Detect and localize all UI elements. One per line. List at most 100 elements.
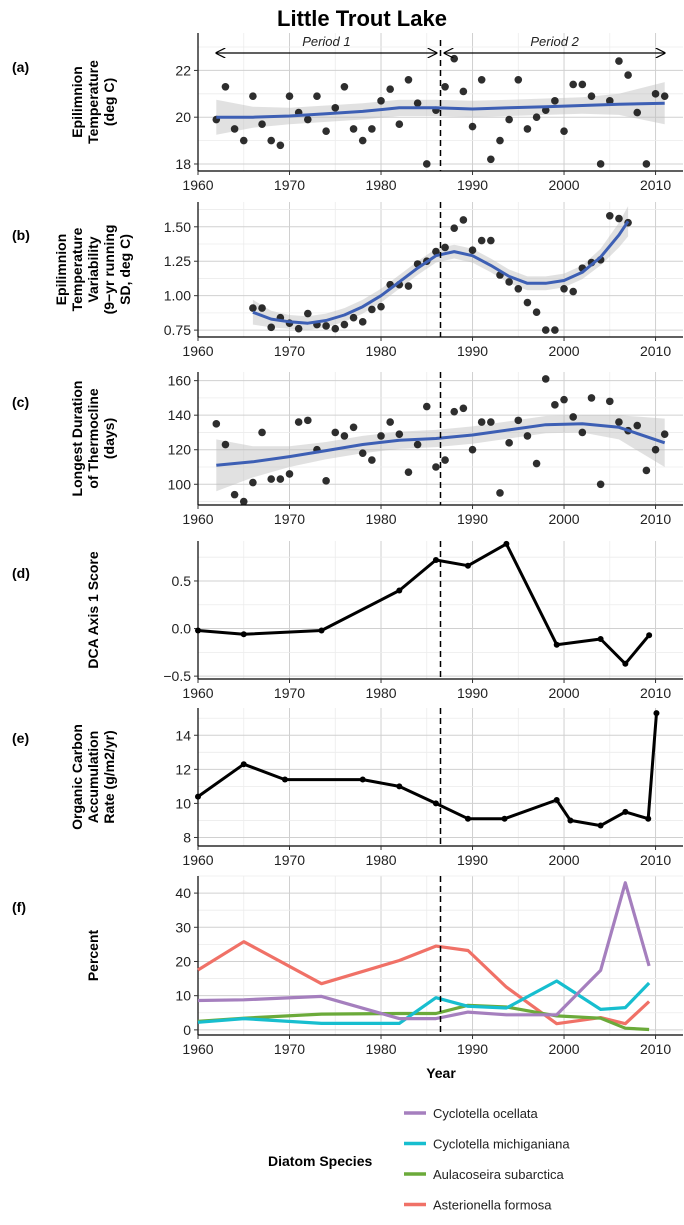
data-point: [605, 211, 614, 220]
data-point: [432, 800, 439, 807]
x-tick-label: 1990: [457, 1041, 488, 1057]
data-point: [615, 214, 623, 223]
data-point: [322, 322, 330, 330]
y-axis-title-line: Longest Duration: [69, 381, 85, 497]
data-point: [642, 466, 651, 475]
data-point: [651, 445, 660, 454]
data-point: [551, 326, 559, 334]
trend-line-b: [252, 220, 630, 325]
y-tick-label: 30: [175, 919, 191, 935]
x-axis-title: Year: [426, 1065, 456, 1081]
data-point: [523, 432, 532, 440]
data-point: [221, 82, 230, 91]
x-tick-label: 1990: [457, 177, 488, 193]
data-point: [496, 136, 504, 145]
data-point: [358, 318, 367, 326]
data-point: [633, 108, 642, 117]
y-axis-title-line: Variability: [85, 236, 101, 302]
data-point: [258, 304, 266, 312]
data-point: [605, 397, 614, 406]
series-line: [197, 881, 651, 1021]
x-tick-label: 1960: [182, 852, 213, 868]
x-tick-label: 1980: [365, 685, 396, 701]
x-tick-label: 1970: [274, 685, 305, 701]
x-tick-label: 1980: [365, 1041, 396, 1057]
data-point: [358, 136, 367, 145]
y-axis-title-line: Temperature: [69, 227, 85, 311]
x-tick-label: 1960: [182, 1041, 213, 1057]
data-point: [239, 136, 248, 145]
x-tick-label: 1980: [365, 852, 396, 868]
data-point: [569, 413, 577, 421]
data-point: [596, 480, 605, 489]
data-point: [240, 631, 247, 638]
data-point: [651, 90, 660, 98]
x-tick-label: 1990: [457, 343, 488, 359]
data-point: [596, 160, 605, 168]
y-tick-label: 40: [175, 885, 191, 901]
panel-tag-a: (a): [12, 59, 29, 75]
data-point: [477, 236, 486, 245]
data-point: [624, 71, 632, 79]
x-tick-label: 2000: [548, 177, 579, 193]
data-point: [422, 160, 431, 168]
y-axis-title-c: Longest Durationof Thermocline(days): [69, 381, 117, 497]
data-point: [645, 815, 652, 822]
data-point: [642, 160, 651, 168]
data-point: [258, 428, 266, 437]
data-point: [459, 216, 468, 224]
data-point: [395, 430, 404, 438]
data-point: [441, 243, 449, 252]
data-point: [396, 587, 403, 594]
x-tick-label: 2010: [640, 343, 671, 359]
data-point: [450, 407, 459, 416]
data-point: [267, 323, 276, 332]
data-point: [285, 470, 294, 478]
y-tick-label: 1.50: [164, 219, 191, 235]
panel-f: 0 10 20 30 40 1960 1970 1980 1990 2000 2010 (f) Perc…: [12, 875, 683, 1057]
panel-b: 0.75 1.00 1.25 1.50 1960 1970 1980 1990 2000 2010…: [12, 202, 683, 359]
panel-tag-c: (c): [12, 394, 29, 410]
y-tick-label: 0.0: [172, 621, 192, 637]
data-point: [551, 97, 559, 105]
data-point: [258, 120, 266, 129]
data-point: [313, 92, 321, 100]
x-tick-label: 1960: [182, 177, 213, 193]
data-point: [505, 439, 513, 447]
data-point: [358, 449, 367, 457]
data-point: [505, 278, 513, 286]
data-point: [331, 324, 340, 333]
data-point: [377, 97, 385, 105]
data-point: [195, 793, 201, 800]
data-point: [368, 305, 376, 314]
data-point: [569, 80, 577, 89]
data-point: [468, 122, 477, 131]
data-point: [230, 125, 239, 133]
y-tick-label: 160: [168, 373, 192, 389]
data-point: [413, 440, 422, 449]
data-point: [646, 632, 653, 639]
data-point: [597, 636, 604, 643]
x-tick-label: 1980: [365, 177, 396, 193]
data-point: [622, 808, 629, 815]
data-point: [523, 125, 532, 133]
y-axis-title-a: EpilimnionTemperature(deg C): [69, 60, 117, 144]
panel-tag-f: (f): [12, 899, 26, 915]
y-tick-label: 0.5: [172, 573, 192, 589]
x-tick-label: 2000: [548, 1041, 579, 1057]
data-point: [276, 141, 285, 150]
data-point: [477, 75, 486, 84]
panel-e: 8 10 12 14 1960 1970 1980 1990 2000 2010 (e) Organi…: [12, 708, 683, 868]
panel-tag-e: (e): [12, 730, 29, 746]
data-point: [567, 817, 574, 824]
y-axis-title-line: (days): [101, 418, 117, 459]
legend-item-label: Cyclotella ocellata: [433, 1106, 539, 1121]
data-point: [553, 641, 560, 648]
data-point: [569, 287, 577, 296]
data-point: [377, 302, 385, 311]
trend-line-a: [216, 101, 665, 119]
data-point: [432, 463, 440, 471]
data-point: [413, 99, 422, 107]
x-tick-label: 1980: [365, 511, 396, 527]
data-point: [294, 418, 303, 426]
